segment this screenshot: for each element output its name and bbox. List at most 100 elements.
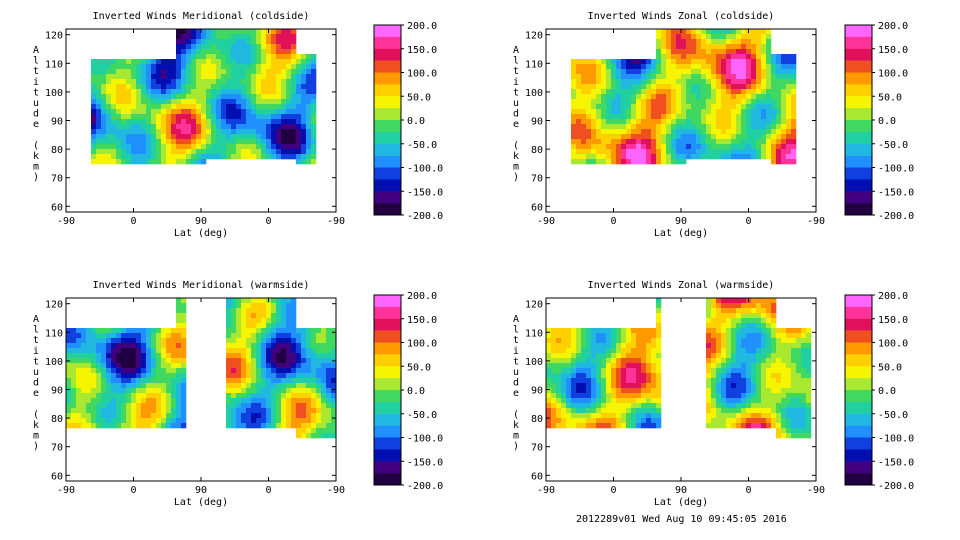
contour-cell — [791, 139, 797, 145]
contour-cell — [766, 303, 772, 309]
contour-cell — [556, 388, 562, 394]
contour-cell — [241, 343, 247, 349]
contour-cell — [631, 74, 637, 80]
colorbar-label: 50.0 — [878, 362, 902, 373]
contour-cell — [111, 368, 117, 374]
contour-cell — [156, 149, 162, 155]
contour-cell — [711, 338, 717, 344]
contour-cell — [656, 298, 662, 304]
contour-cell — [96, 328, 102, 334]
contour-cell — [711, 39, 717, 45]
contour-cell — [91, 69, 97, 75]
contour-cell — [601, 154, 607, 160]
contour-cell — [321, 363, 327, 369]
contour-cell — [711, 303, 717, 309]
contour-cell — [271, 373, 277, 379]
contour-cell — [726, 368, 732, 374]
contour-cell — [246, 134, 252, 140]
contour-cell — [111, 79, 117, 85]
contour-cell — [746, 358, 752, 364]
contour-cell — [656, 39, 662, 45]
contour-cell — [686, 134, 692, 140]
y-tick-label: 60 — [51, 471, 63, 482]
contour-cell — [596, 363, 602, 369]
contour-cell — [96, 74, 102, 80]
contour-cell — [636, 89, 642, 95]
contour-cell — [706, 393, 712, 399]
colorbar-label: 150.0 — [878, 315, 908, 326]
contour-cell — [696, 69, 702, 75]
contour-cell — [181, 104, 187, 110]
contour-cell — [641, 343, 647, 349]
contour-cell — [236, 149, 242, 155]
contour-cell — [176, 39, 182, 45]
contour-cell — [716, 89, 722, 95]
contour-cell — [76, 368, 82, 374]
contour-cell — [176, 69, 182, 75]
contour-cell — [311, 373, 317, 379]
contour-cell — [761, 358, 767, 364]
contour-cell — [661, 109, 667, 115]
contour-cell — [301, 353, 307, 359]
colorbar-swatch — [845, 191, 872, 204]
contour-cell — [676, 84, 682, 90]
contour-cell — [681, 59, 687, 65]
contour-cell — [301, 428, 307, 434]
contour-cell — [91, 124, 97, 130]
contour-cell — [106, 99, 112, 105]
contour-cell — [121, 139, 127, 145]
contour-cell — [696, 34, 702, 40]
contour-cell — [706, 109, 712, 115]
contour-cell — [131, 139, 137, 145]
contour-cell — [631, 403, 637, 409]
contour-cell — [731, 358, 737, 364]
contour-cell — [281, 333, 287, 339]
contour-cell — [646, 99, 652, 105]
contour-cell — [296, 433, 302, 439]
contour-cell — [601, 398, 607, 404]
contour-cell — [636, 64, 642, 70]
contour-cell — [691, 114, 697, 120]
contour-cell — [276, 149, 282, 155]
contour-cell — [781, 388, 787, 394]
contour-cell — [706, 89, 712, 95]
contour-cell — [721, 129, 727, 135]
contour-cell — [86, 328, 92, 334]
contour-cell — [291, 423, 297, 429]
contour-cell — [106, 129, 112, 135]
contour-cell — [661, 29, 667, 35]
contour-cell — [166, 413, 172, 419]
contour-cell — [116, 69, 122, 75]
contour-cell — [91, 89, 97, 95]
contour-cell — [746, 44, 752, 50]
contour-cell — [291, 149, 297, 155]
contour-cell — [676, 89, 682, 95]
contour-cell — [166, 84, 172, 90]
contour-cell — [301, 433, 307, 439]
contour-cell — [741, 49, 747, 55]
contour-cell — [121, 388, 127, 394]
contour-cell — [161, 149, 167, 155]
contour-cell — [731, 129, 737, 135]
contour-cell — [171, 104, 177, 110]
contour-cell — [166, 134, 172, 140]
contour-cell — [711, 44, 717, 50]
contour-cell — [281, 398, 287, 404]
contour-cell — [236, 353, 242, 359]
contour-cell — [276, 94, 282, 100]
contour-cell — [266, 343, 272, 349]
contour-cell — [196, 54, 202, 60]
contour-cell — [271, 343, 277, 349]
contour-cell — [181, 84, 187, 90]
contour-cell — [141, 104, 147, 110]
contour-cell — [81, 343, 87, 349]
contour-cell — [86, 423, 92, 429]
contour-cell — [311, 114, 317, 120]
contour-cell — [176, 398, 182, 404]
contour-cell — [106, 104, 112, 110]
contour-cell — [241, 134, 247, 140]
contour-cell — [316, 373, 322, 379]
contour-cell — [766, 29, 772, 35]
contour-cell — [301, 159, 307, 165]
contour-cell — [236, 313, 242, 319]
